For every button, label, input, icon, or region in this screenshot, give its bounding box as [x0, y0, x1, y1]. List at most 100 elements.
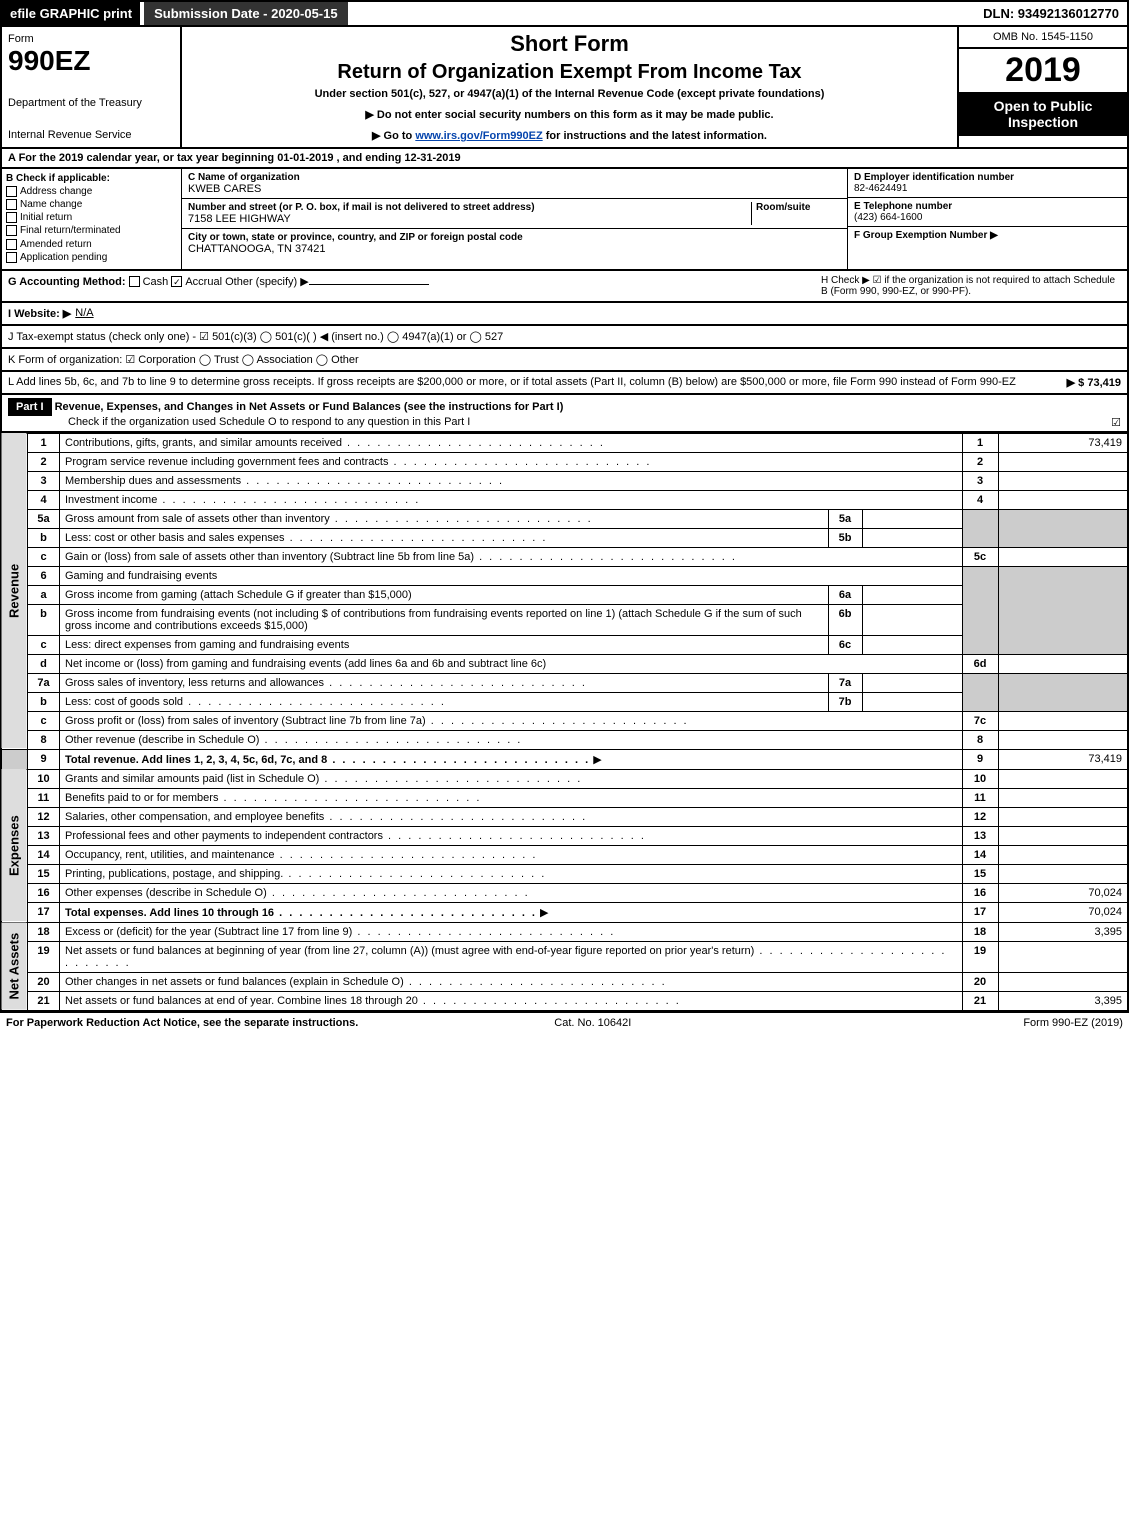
col-b-header: B Check if applicable:	[6, 173, 177, 184]
l12-desc: Salaries, other compensation, and employ…	[65, 811, 587, 823]
phone-row: E Telephone number (423) 664-1600	[848, 198, 1127, 227]
l2-num: 2	[28, 452, 60, 471]
i-label: I Website: ▶	[8, 307, 71, 320]
l6c-subval	[862, 635, 962, 654]
l3-num: 3	[28, 471, 60, 490]
l5c-num: c	[28, 547, 60, 566]
form-label: Form	[8, 33, 174, 45]
entity-block: B Check if applicable: Address change Na…	[0, 169, 1129, 271]
ein-row: D Employer identification number 82-4624…	[848, 169, 1127, 198]
l21-desc: Net assets or fund balances at end of ye…	[65, 995, 681, 1007]
l6a-sub: 6a	[828, 585, 862, 604]
l17-num: 17	[28, 902, 60, 922]
city-label: City or town, state or province, country…	[188, 232, 841, 243]
l21-col: 21	[962, 991, 998, 1011]
l17-col: 17	[962, 902, 998, 922]
l15-desc: Printing, publications, postage, and shi…	[65, 868, 546, 880]
street-row: Number and street (or P. O. box, if mail…	[182, 199, 847, 229]
l7c-desc: Gross profit or (loss) from sales of inv…	[65, 715, 689, 727]
l10-num: 10	[28, 769, 60, 788]
note-goto: ▶ Go to www.irs.gov/Form990EZ for instru…	[192, 129, 947, 142]
l16-desc: Other expenses (describe in Schedule O)	[65, 887, 530, 899]
group-exempt-label: F Group Exemption Number ▶	[854, 230, 1121, 241]
l16-val: 70,024	[998, 883, 1128, 902]
row-k: K Form of organization: ☑ Corporation ◯ …	[0, 349, 1129, 372]
l10-col: 10	[962, 769, 998, 788]
l3-desc: Membership dues and assessments	[65, 475, 504, 487]
chk-name-change[interactable]: Name change	[6, 199, 177, 210]
footer: For Paperwork Reduction Act Notice, see …	[0, 1012, 1129, 1033]
l9-num: 9	[28, 749, 60, 769]
l6c-num: c	[28, 635, 60, 654]
header-right: OMB No. 1545-1150 2019 Open to Public In…	[957, 27, 1127, 147]
org-name-value: KWEB CARES	[188, 183, 841, 195]
note-ssn: ▶ Do not enter social security numbers o…	[192, 108, 947, 121]
l13-val	[998, 826, 1128, 845]
l11-val	[998, 788, 1128, 807]
chk-application-pending[interactable]: Application pending	[6, 252, 177, 263]
l21-val: 3,395	[998, 991, 1128, 1011]
l5b-sub: 5b	[828, 528, 862, 547]
grey-6v	[998, 566, 1128, 654]
l2-col: 2	[962, 452, 998, 471]
l9-col: 9	[962, 749, 998, 769]
grey-7v	[998, 673, 1128, 711]
tax-year-row: A For the 2019 calendar year, or tax yea…	[0, 149, 1129, 169]
column-b: B Check if applicable: Address change Na…	[2, 169, 182, 269]
row-h: H Check ▶ ☑ if the organization is not r…	[821, 275, 1121, 297]
l16-num: 16	[28, 883, 60, 902]
street-label: Number and street (or P. O. box, if mail…	[188, 202, 751, 213]
l7a-desc: Gross sales of inventory, less returns a…	[65, 677, 587, 689]
l20-desc: Other changes in net assets or fund bala…	[65, 976, 667, 988]
l20-num: 20	[28, 972, 60, 991]
l9-val: 73,419	[998, 749, 1128, 769]
city-value: CHATTANOOGA, TN 37421	[188, 243, 841, 255]
k-text: K Form of organization: ☑ Corporation ◯ …	[8, 353, 359, 366]
chk-amended-return[interactable]: Amended return	[6, 239, 177, 250]
chk-cash[interactable]	[129, 276, 140, 287]
l3-val	[998, 471, 1128, 490]
chk-initial-return[interactable]: Initial return	[6, 212, 177, 223]
chk-final-return[interactable]: Final return/terminated	[6, 225, 177, 236]
l7a-subval	[862, 673, 962, 692]
irs-link[interactable]: www.irs.gov/Form990EZ	[415, 130, 542, 142]
group-exempt-row: F Group Exemption Number ▶	[848, 227, 1127, 244]
ein-label: D Employer identification number	[854, 172, 1121, 183]
top-bar: efile GRAPHIC print Submission Date - 20…	[0, 0, 1129, 27]
other-blank	[309, 284, 429, 285]
l18-val: 3,395	[998, 922, 1128, 941]
phone-label: E Telephone number	[854, 201, 1121, 212]
chk-accrual[interactable]: ✓	[171, 276, 182, 287]
submission-date: Submission Date - 2020-05-15	[144, 2, 348, 25]
l5b-subval	[862, 528, 962, 547]
grey-5v	[998, 509, 1128, 547]
room-label: Room/suite	[756, 202, 841, 213]
l7b-desc: Less: cost of goods sold	[65, 696, 446, 708]
l19-col: 19	[962, 941, 998, 972]
l6b-desc: Gross income from fundraising events (no…	[60, 604, 829, 635]
l8-desc: Other revenue (describe in Schedule O)	[65, 734, 522, 746]
l6d-val	[998, 654, 1128, 673]
l2-val	[998, 452, 1128, 471]
l6b-sub: 6b	[828, 604, 862, 635]
l1-col: 1	[962, 433, 998, 452]
column-de: D Employer identification number 82-4624…	[847, 169, 1127, 269]
l14-val	[998, 845, 1128, 864]
tax-year: 2019	[959, 49, 1127, 92]
footer-left: For Paperwork Reduction Act Notice, see …	[6, 1017, 358, 1029]
l14-col: 14	[962, 845, 998, 864]
header-left: Form 990EZ Department of the Treasury In…	[2, 27, 182, 147]
l6d-num: d	[28, 654, 60, 673]
l14-desc: Occupancy, rent, utilities, and maintena…	[65, 849, 537, 861]
side-expenses: Expenses	[1, 769, 28, 922]
l5a-num: 5a	[28, 509, 60, 528]
l15-col: 15	[962, 864, 998, 883]
l19-val	[998, 941, 1128, 972]
l6-desc: Gaming and fundraising events	[60, 566, 963, 585]
chk-address-change[interactable]: Address change	[6, 186, 177, 197]
org-name-row: C Name of organization KWEB CARES	[182, 169, 847, 199]
l6a-desc: Gross income from gaming (attach Schedul…	[60, 585, 829, 604]
under-section: Under section 501(c), 527, or 4947(a)(1)…	[192, 88, 947, 100]
l7b-subval	[862, 692, 962, 711]
l12-col: 12	[962, 807, 998, 826]
